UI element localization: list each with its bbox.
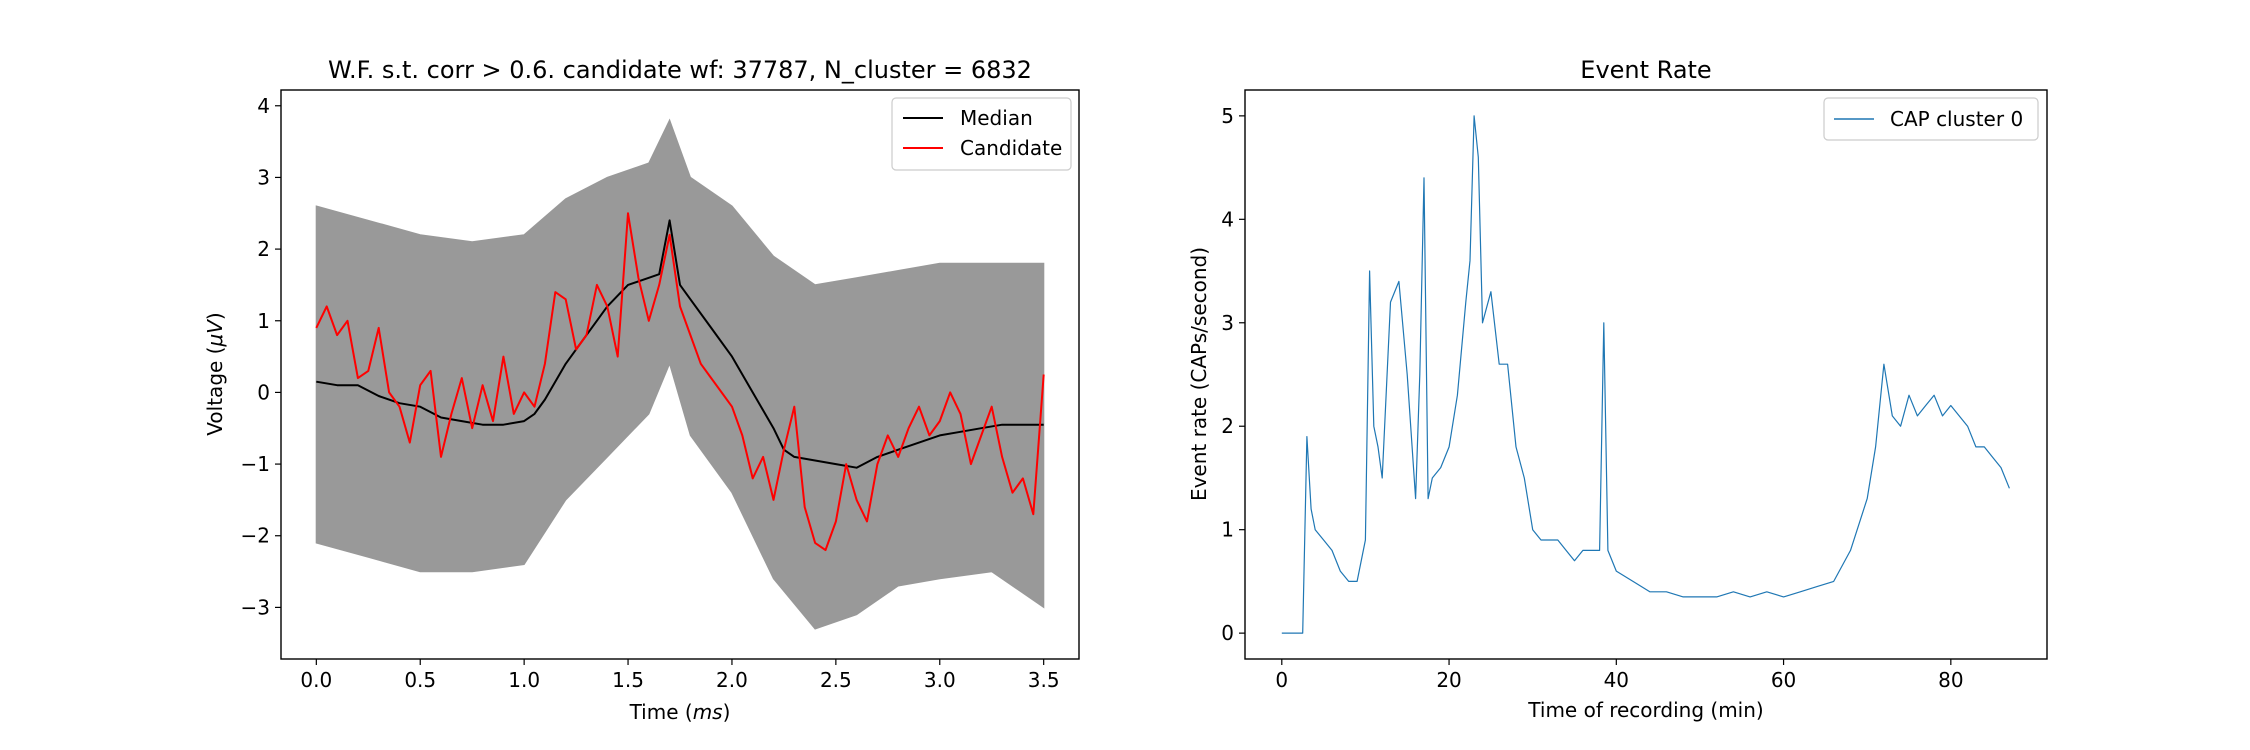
waveform-panel: 0.0 0.5 1.0 1.5 2.0 2.5 3.0 3.5 −3 −2 −1 0 1 2 3 4 W.F… [203, 56, 1080, 724]
event-rate-x-tick-label: 0 [1275, 668, 1288, 692]
waveform-x-label: Time (ms) [629, 700, 731, 724]
event-rate-legend: CAP cluster 0 [1823, 97, 2039, 141]
event-rate-y-tick-label: 0 [1221, 621, 1234, 645]
waveform-series-layer [315, 212, 1045, 552]
event-rate-x-ticks: 0 20 40 60 80 [1275, 659, 1964, 692]
waveform-axes-frame [280, 89, 1080, 660]
waveform-x-tick-label: 2.0 [716, 668, 748, 692]
waveform-x-ticks: 0.0 0.5 1.0 1.5 2.0 2.5 3.0 3.5 [300, 659, 1060, 692]
waveform-y-label: Voltage (μV) [203, 312, 227, 435]
event-rate-plot-area [1245, 90, 2047, 659]
waveform-y-tick-label: 2 [257, 237, 270, 261]
waveform-legend-box [891, 97, 1072, 171]
waveform-cluster-band [315, 118, 1045, 630]
waveform-band-layer [315, 118, 1045, 630]
event-rate-y-tick-label: 5 [1221, 104, 1234, 128]
event-rate-y-tick-label: 3 [1221, 311, 1234, 335]
waveform-y-tick-label: −1 [241, 452, 270, 476]
waveform-x-tick-label: 1.0 [508, 668, 540, 692]
event-rate-axes-frame [1244, 89, 2048, 660]
event-rate-x-tick-label: 60 [1771, 668, 1796, 692]
waveform-y-tick-label: −3 [241, 595, 270, 619]
event-rate-y-tick-label: 1 [1221, 518, 1234, 542]
waveform-legend: Median Candidate [891, 97, 1072, 171]
event-rate-x-tick-label: 20 [1436, 668, 1461, 692]
waveform-y-tick-label: 0 [257, 380, 270, 404]
event-rate-y-label: Event rate (CAPs/second) [1187, 247, 1211, 501]
legend-candidate-label: Candidate [960, 136, 1062, 160]
event-rate-legend-box [1823, 97, 2039, 141]
event-rate-y-tick-label: 4 [1221, 207, 1234, 231]
waveform-title: W.F. s.t. corr > 0.6. candidate wf: 3778… [328, 56, 1032, 84]
waveform-x-tick-label: 3.5 [1028, 668, 1060, 692]
event-rate-panel: 0 20 40 60 80 0 1 2 3 4 5 Event Rate Time of reco… [1187, 56, 2048, 722]
waveform-x-tick-label: 0.0 [300, 668, 332, 692]
waveform-y-ticks: −3 −2 −1 0 1 2 3 4 [241, 94, 281, 619]
event-rate-series-layer [1281, 115, 2010, 634]
event-rate-x-label: Time of recording (min) [1527, 698, 1763, 722]
waveform-x-tick-label: 1.5 [612, 668, 644, 692]
event-rate-y-tick-label: 2 [1221, 414, 1234, 438]
event-rate-title: Event Rate [1580, 56, 1711, 84]
waveform-x-tick-label: 2.5 [820, 668, 852, 692]
event-rate-y-ticks: 0 1 2 3 4 5 [1221, 104, 1245, 645]
waveform-y-tick-label: 3 [257, 165, 270, 189]
event-rate-x-tick-label: 40 [1604, 668, 1629, 692]
series-line-median [316, 219, 1044, 469]
event-rate-x-tick-label: 80 [1938, 668, 1963, 692]
waveform-y-tick-label: 4 [257, 94, 270, 118]
series-line-cap-cluster-0 [1281, 115, 2010, 634]
waveform-y-tick-label: −2 [241, 524, 270, 548]
legend-cap-cluster-label: CAP cluster 0 [1890, 107, 2023, 131]
series-line-candidate [315, 212, 1045, 552]
legend-median-label: Median [960, 106, 1033, 130]
waveform-x-tick-label: 0.5 [404, 668, 436, 692]
waveform-x-tick-label: 3.0 [924, 668, 956, 692]
waveform-y-tick-label: 1 [257, 309, 270, 333]
